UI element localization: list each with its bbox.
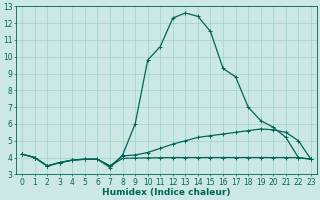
X-axis label: Humidex (Indice chaleur): Humidex (Indice chaleur) bbox=[102, 188, 231, 197]
